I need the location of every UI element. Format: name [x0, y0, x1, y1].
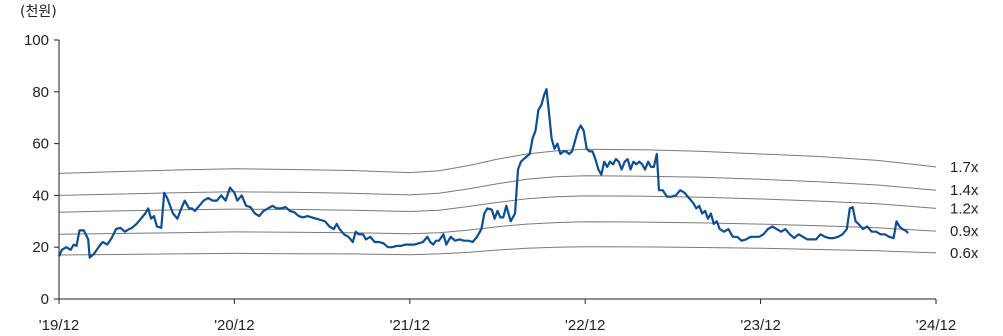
band-line [58, 148, 937, 174]
band-line [58, 221, 937, 235]
x-tick-label: '21/12 [390, 317, 430, 334]
price-line [57, 88, 909, 259]
price-series-line [57, 88, 909, 259]
band-line [58, 195, 937, 213]
y-tick-label: 20 [32, 239, 49, 256]
x-tick-label: '20/12 [214, 317, 254, 334]
y-tick-label: 80 [32, 84, 49, 101]
y-tick-label: 40 [32, 187, 49, 204]
band-label: 1.2x [950, 200, 979, 217]
band-label: 1.4x [950, 182, 979, 199]
axes [54, 39, 937, 304]
band-label: 0.9x [950, 223, 979, 240]
x-tick-label: '22/12 [565, 317, 605, 334]
band-lines [58, 148, 937, 256]
y-unit-label: (천원) [20, 4, 57, 20]
x-tick-label: '24/12 [916, 317, 956, 334]
axis-labels: 0 20 40 60 80 100 '19/12 '20/12 '21/12 '22/12 '23/… [24, 32, 979, 334]
band-label: 0.6x [950, 245, 979, 262]
band-line [58, 246, 937, 256]
x-tick-label: '19/12 [39, 317, 79, 334]
x-tick-label: '23/12 [740, 317, 780, 334]
band-line [58, 175, 937, 196]
band-label: 1.7x [950, 159, 979, 176]
y-tick-label: 100 [24, 32, 49, 49]
y-tick-label: 0 [41, 291, 49, 308]
y-tick-label: 60 [32, 136, 49, 153]
